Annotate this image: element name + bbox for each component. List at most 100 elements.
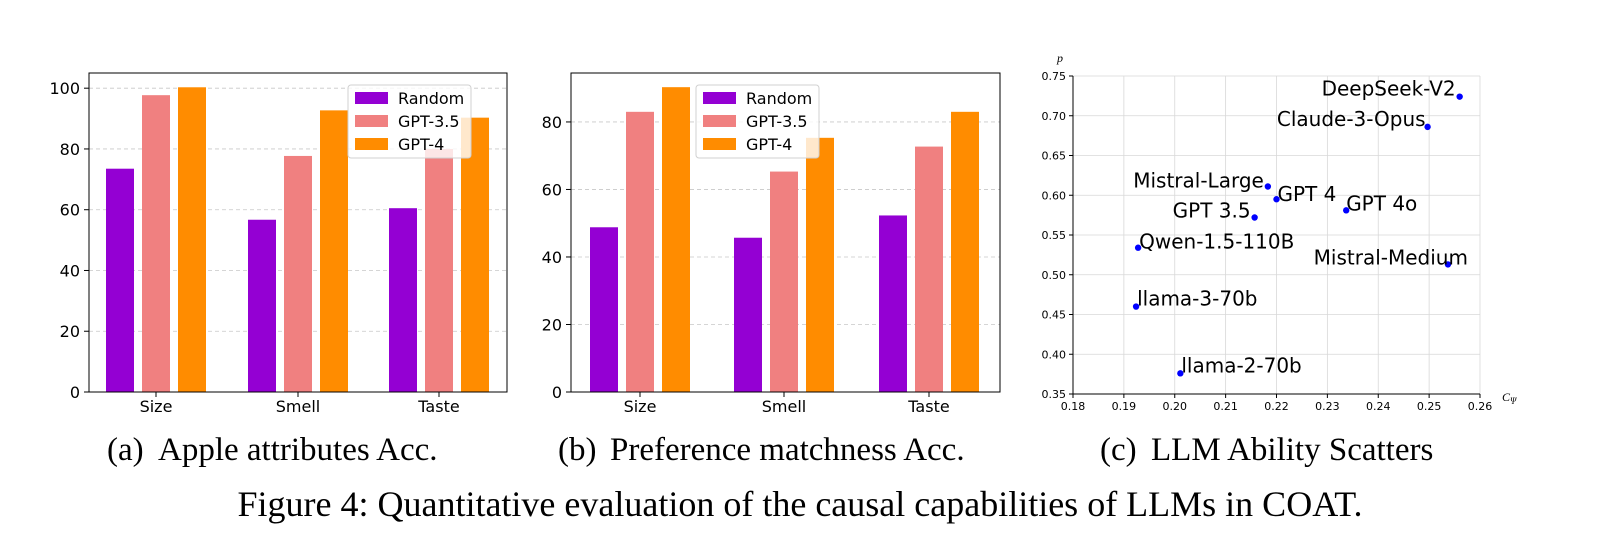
y-tick-label: 0.65 [1042, 150, 1067, 163]
scatter-point-mistral-large [1264, 183, 1272, 190]
scatter-point-qwen-1-5-110b [1134, 244, 1142, 251]
y-tick-label: 40 [60, 261, 80, 280]
scatter-point-llama-3-70b [1132, 303, 1140, 310]
bar-random-size [590, 227, 618, 392]
x-tick-label: 0.26 [1468, 400, 1493, 413]
bar-random-smell [248, 219, 276, 392]
bar-gpt-3-5-size [626, 111, 654, 393]
bar-gpt-4-size [178, 87, 206, 392]
y-tick-label: 0.70 [1042, 110, 1067, 123]
y-axis-label: p [1056, 51, 1063, 65]
x-tick-label: Taste [907, 397, 949, 416]
scatter-label-qwen-1-5-110b: Qwen-1.5-110B [1139, 230, 1294, 254]
legend-label: Random [746, 89, 812, 108]
x-axis-label-main: C [1502, 390, 1511, 404]
panel-c-label: (c) [1100, 432, 1137, 468]
scatter-label-gpt-4o: GPT 4o [1346, 191, 1417, 215]
bar-random-taste [389, 208, 417, 392]
panel-b-preference-matchness: 0 20 40 60 80 Size Smell Taste Random GPT-3.5 GPT-… [542, 72, 1001, 416]
x-axis-label: CΨ [1502, 390, 1517, 406]
scatter-label-gpt-3-5: GPT 3.5 [1173, 199, 1251, 223]
y-tick-label: 20 [542, 315, 562, 334]
legend-swatch [355, 138, 388, 150]
scatter-point-mistral-medium [1444, 261, 1452, 268]
y-tick-label: 0.60 [1042, 189, 1067, 202]
x-tick-label: Smell [762, 397, 806, 416]
y-tick-label: 0.40 [1042, 348, 1067, 361]
bar-random-taste [879, 215, 907, 392]
legend-label: GPT-4 [398, 135, 444, 154]
legend-swatch [355, 92, 388, 104]
scatter-point-claude-3-opus [1424, 123, 1431, 131]
x-tick-label: 0.25 [1417, 400, 1442, 413]
bar-random-smell [734, 237, 762, 392]
legend-label: GPT-4 [746, 135, 792, 154]
x-tick-label: 0.20 [1163, 400, 1188, 413]
y-tick-label: 0.75 [1042, 70, 1067, 83]
panel-a-label: (a) [107, 432, 144, 468]
x-tick-label: Smell [276, 397, 320, 416]
bar-gpt-4-smell [320, 110, 348, 393]
bar-gpt-3-5-size [142, 95, 170, 392]
y-tick-label: 0 [70, 383, 80, 402]
y-tick-label: 100 [49, 79, 80, 98]
scatter-point-gpt-4 [1273, 196, 1280, 203]
x-tick-label: 0.24 [1366, 400, 1391, 413]
x-tick-label: Size [624, 397, 657, 416]
scatter-label-mistral-large: Mistral-Large [1133, 169, 1264, 193]
scatter-label-llama-2-70b: llama-2-70b [1181, 353, 1301, 377]
x-tick-label: 0.23 [1315, 400, 1340, 413]
x-axis-label-subscript: Ψ [1510, 396, 1517, 406]
scatter-point-llama-2-70b [1177, 370, 1184, 377]
bar-gpt-3-5-taste [425, 148, 453, 392]
bar-random-size [106, 168, 134, 392]
scatter-label-claude-3-opus: Claude-3-Opus [1277, 107, 1426, 131]
y-tick-label: 40 [542, 248, 562, 267]
y-tick-label: 0.55 [1042, 229, 1067, 242]
legend-swatch [703, 138, 736, 150]
y-tick-label: 80 [542, 113, 562, 132]
plot-frame [88, 72, 508, 393]
legend-label: Random [398, 89, 464, 108]
legend-swatch [703, 115, 736, 127]
bar-gpt-4-size [662, 87, 690, 392]
legend-label: GPT-3.5 [746, 112, 808, 131]
bar-gpt-4-taste [951, 111, 979, 393]
x-tick-label: 0.18 [1061, 400, 1086, 413]
legend-swatch [355, 115, 388, 127]
y-tick-label: 60 [60, 201, 80, 220]
scatter-label-deepseek-v2: DeepSeek-V2 [1322, 77, 1456, 101]
x-tick-label: Taste [417, 397, 459, 416]
x-tick-label: 0.19 [1112, 400, 1137, 413]
panel-b-label: (b) [558, 432, 596, 468]
figure-caption: Figure 4: Quantitative evaluation of the… [237, 484, 1362, 524]
scatter-label-mistral-medium: Mistral-Medium [1314, 245, 1468, 269]
legend-label: GPT-3.5 [398, 112, 460, 131]
panel-a-caption: Apple attributes Acc. [158, 432, 438, 468]
y-tick-label: 0.45 [1042, 309, 1067, 322]
scatter-point-deepseek-v2 [1456, 93, 1463, 100]
y-tick-label: 0.50 [1042, 269, 1067, 282]
x-tick-label: 0.22 [1264, 400, 1289, 413]
panel-c-llm-ability-scatter: 0.18 0.19 0.20 0.21 0.22 0.23 0.24 0.25 0.26 0.35… [1042, 51, 1518, 413]
scatter-point-gpt-4o [1342, 207, 1350, 214]
scatter-label-llama-3-70b: llama-3-70b [1137, 287, 1257, 311]
y-tick-label: 60 [542, 180, 562, 199]
x-tick-label: 0.21 [1213, 400, 1238, 413]
y-tick-label: 80 [60, 140, 80, 159]
plot-frame [570, 72, 1001, 393]
scatter-label-gpt-4: GPT 4 [1278, 182, 1337, 206]
panel-b-caption: Preference matchness Acc. [610, 432, 965, 468]
scatter-point-gpt-3-5 [1251, 214, 1258, 221]
y-tick-label: 0.35 [1042, 388, 1067, 401]
bar-gpt-3-5-smell [284, 155, 312, 392]
bar-gpt-4-smell [806, 137, 834, 392]
panel-a-apple-attributes: 0 20 40 60 80 100 Size Smell Taste Random GPT-3.5 G… [49, 72, 508, 416]
y-tick-label: 0 [552, 383, 562, 402]
x-tick-label: Size [140, 397, 173, 416]
legend-swatch [703, 92, 736, 104]
panel-c-caption: LLM Ability Scatters [1151, 432, 1433, 468]
y-tick-label: 20 [60, 322, 80, 341]
bar-gpt-4-taste [461, 117, 489, 392]
